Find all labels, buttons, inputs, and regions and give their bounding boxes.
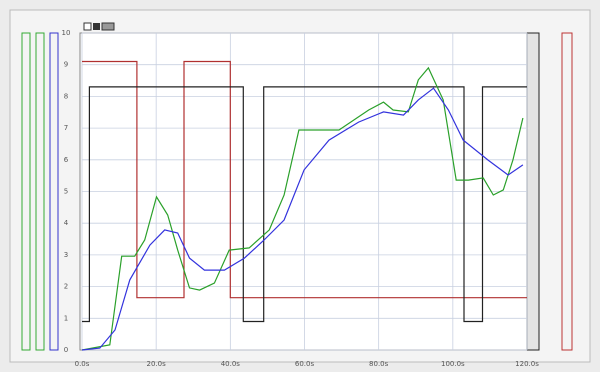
x-tick-label: 80.0s: [369, 360, 389, 368]
y-tick-label: 8: [64, 92, 68, 100]
x-tick-label: 40.0s: [221, 360, 241, 368]
x-tick-label: 60.0s: [295, 360, 315, 368]
green-axis: [35, 32, 45, 351]
toolbar[interactable]: [83, 22, 115, 31]
blue-axis: [49, 32, 59, 351]
tool-button[interactable]: [101, 22, 115, 31]
y-tick-label: 2: [64, 283, 68, 291]
y-tick-label: 5: [64, 188, 68, 196]
tool-button[interactable]: [83, 22, 92, 31]
y-tick-label: 3: [64, 251, 68, 259]
series-line: [81, 66, 524, 351]
series-line: [81, 87, 524, 351]
y-tick-label: 10: [62, 29, 71, 37]
black-axis: [526, 32, 540, 351]
y-tick-label: 9: [64, 61, 68, 69]
series-line: [82, 60, 527, 299]
y-tick-label: 6: [64, 156, 69, 164]
y-tick-label: 4: [64, 219, 69, 227]
x-tick-label: 100.0s: [441, 360, 465, 368]
tool-button[interactable]: [93, 23, 100, 30]
y-tick-label: 0: [64, 346, 68, 354]
x-tick-label: 20.0s: [147, 360, 167, 368]
green-axis: [21, 32, 31, 351]
y-tick-label: 1: [64, 314, 68, 322]
red-axis: [561, 32, 573, 351]
x-tick-label: 0.0s: [75, 360, 90, 368]
x-tick-label: 120.0s: [515, 360, 539, 368]
series-line: [82, 86, 527, 323]
y-tick-label: 7: [64, 124, 68, 132]
